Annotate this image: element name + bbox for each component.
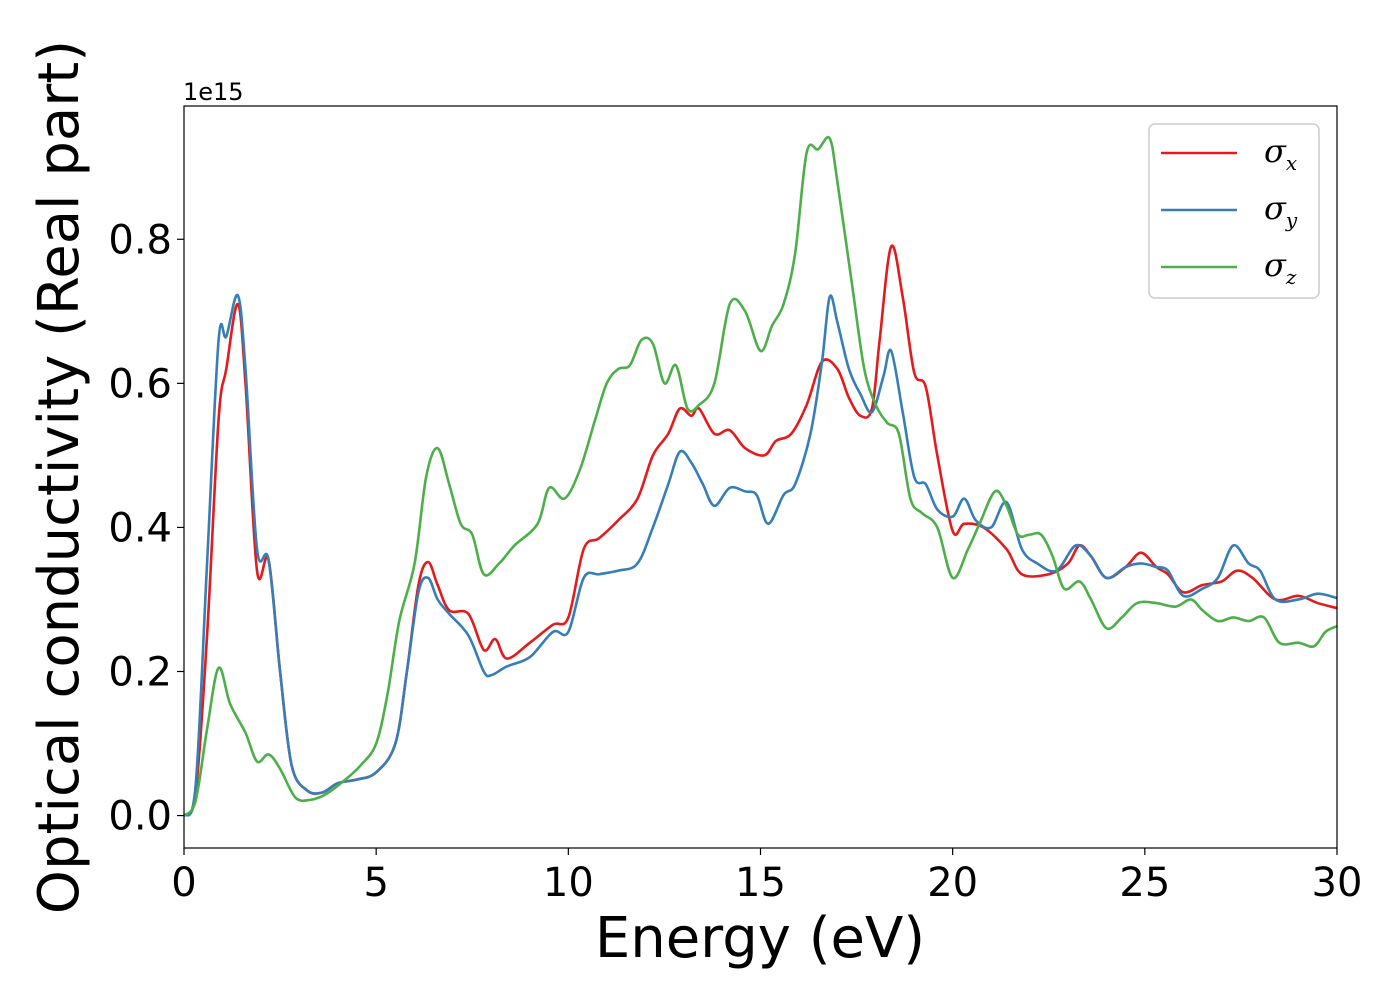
x-tick-label: 0 [171,860,196,906]
x-tick-label: 5 [363,860,388,906]
legend-label-y: σy [1264,189,1298,232]
series-line-y [184,294,1337,817]
x-axis-label: Energy (eV) [595,906,925,971]
y-axis-label: Optical conductivity (Real part) [27,40,92,914]
x-axis: 0 5 10 15 20 25 30 [171,848,1362,906]
data-series-layer [184,135,1337,817]
x-tick-label: 25 [1119,860,1170,906]
x-tick-label: 20 [927,860,978,906]
x-tick-label: 30 [1312,860,1363,906]
y-tick-label: 0.8 [108,217,172,263]
series-line-z [184,135,1337,817]
x-tick-label: 15 [735,860,786,906]
y-tick-label: 0.0 [108,794,172,840]
y-axis-offset-text: 1e15 [183,78,244,106]
x-tick-label: 10 [543,860,594,906]
y-tick-label: 0.2 [108,650,172,696]
y-axis: 0.0 0.2 0.4 0.6 0.8 [108,217,184,840]
y-tick-label: 0.6 [108,361,172,407]
y-tick-label: 0.4 [108,505,172,551]
